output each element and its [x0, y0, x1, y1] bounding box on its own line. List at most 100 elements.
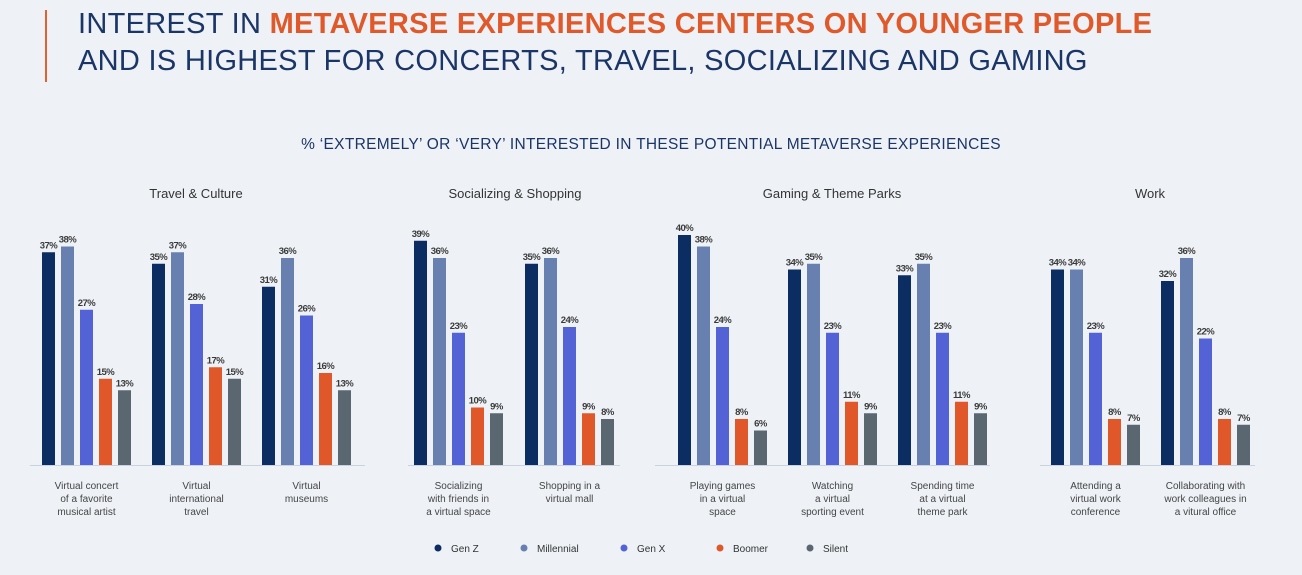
bar-silent — [490, 413, 503, 465]
category-label: at a virtual — [919, 494, 965, 505]
bar-boomer — [99, 378, 112, 465]
category-label: Shopping in a — [539, 481, 601, 492]
data-label: 26% — [298, 304, 317, 315]
data-label: 31% — [260, 275, 279, 286]
category-label: travel — [184, 507, 208, 518]
legend-label: Silent — [823, 544, 848, 555]
category-label: Watching — [812, 481, 853, 492]
bar-boomer — [582, 413, 595, 465]
bar-gen-z — [1051, 269, 1064, 465]
category-label: sporting event — [801, 507, 864, 518]
legend-label: Gen Z — [451, 544, 479, 555]
bar-silent — [228, 378, 241, 465]
section-title: Work — [1135, 186, 1166, 201]
category-label: Virtual — [292, 481, 320, 492]
bar-gen-x — [826, 332, 839, 465]
section-title: Socializing & Shopping — [449, 186, 582, 201]
bar-silent — [864, 413, 877, 465]
data-label: 38% — [695, 235, 714, 246]
category-label: a virtual — [815, 494, 850, 505]
bar-millennial — [433, 258, 446, 465]
bar-gen-x — [936, 332, 949, 465]
category-label: Virtual concert — [55, 481, 119, 492]
data-label: 34% — [786, 258, 805, 269]
data-label: 10% — [469, 396, 488, 407]
data-label: 9% — [582, 401, 596, 412]
data-label: 11% — [843, 390, 861, 401]
bar-gen-x — [716, 327, 729, 465]
data-label: 35% — [523, 252, 542, 263]
bar-gen-z — [898, 275, 911, 465]
data-label: 8% — [1218, 407, 1232, 418]
legend-label: Millennial — [537, 544, 579, 555]
bar-silent — [1237, 424, 1250, 465]
data-label: 35% — [150, 252, 169, 263]
bar-millennial — [1180, 258, 1193, 465]
category-label: Attending a — [1070, 481, 1121, 492]
bar-millennial — [544, 258, 557, 465]
bar-silent — [338, 390, 351, 465]
title-line2: AND IS HIGHEST FOR CONCERTS, TRAVEL, SOC… — [78, 45, 1088, 77]
category-label: musical artist — [57, 507, 116, 518]
category-label: Collaborating with — [1166, 481, 1246, 492]
category-label: space — [709, 507, 736, 518]
bar-gen-z — [525, 263, 538, 465]
data-label: 23% — [450, 321, 469, 332]
bar-silent — [601, 419, 614, 465]
bar-gen-z — [262, 286, 275, 465]
data-label: 28% — [188, 292, 207, 303]
data-label: 16% — [317, 361, 336, 372]
bar-gen-x — [190, 304, 203, 465]
data-label: 37% — [40, 240, 59, 251]
bar-millennial — [1070, 269, 1083, 465]
category-label: Spending time — [911, 481, 975, 492]
data-label: 8% — [601, 407, 615, 418]
data-label: 15% — [226, 367, 245, 378]
bar-millennial — [697, 246, 710, 465]
bar-gen-x — [452, 332, 465, 465]
category-label: work colleagues in — [1163, 494, 1246, 505]
bar-gen-z — [414, 240, 427, 465]
data-label: 34% — [1068, 258, 1087, 269]
page-title: INTEREST IN METAVERSE EXPERIENCES CENTER… — [78, 6, 1152, 80]
category-label: a vitural office — [1175, 507, 1237, 518]
bar-boomer — [319, 373, 332, 465]
bar-millennial — [917, 263, 930, 465]
section-title: Gaming & Theme Parks — [763, 186, 902, 201]
bar-boomer — [735, 419, 748, 465]
data-label: 23% — [934, 321, 953, 332]
category-label: theme park — [917, 507, 968, 518]
accent-line — [45, 10, 47, 82]
data-label: 33% — [896, 263, 915, 274]
data-label: 23% — [824, 321, 843, 332]
bar-gen-z — [42, 252, 55, 465]
bar-silent — [754, 430, 767, 465]
data-label: 34% — [1049, 258, 1068, 269]
bar-boomer — [209, 367, 222, 465]
section-title: Travel & Culture — [149, 186, 242, 201]
title-highlight: METAVERSE EXPERIENCES CENTERS ON YOUNGER… — [269, 8, 1153, 40]
category-label: virtual mall — [546, 494, 594, 505]
bar-silent — [974, 413, 987, 465]
data-label: 8% — [1108, 407, 1122, 418]
data-label: 7% — [1237, 413, 1251, 424]
legend-marker — [620, 544, 628, 552]
bar-gen-x — [1089, 332, 1102, 465]
category-label: Virtual — [182, 481, 210, 492]
data-label: 6% — [754, 419, 768, 430]
data-label: 11% — [953, 390, 971, 401]
category-label: a virtual space — [426, 507, 491, 518]
bar-silent — [1127, 424, 1140, 465]
category-label: with friends in — [427, 494, 489, 505]
data-label: 22% — [1197, 327, 1216, 338]
bar-boomer — [955, 401, 968, 465]
data-label: 7% — [1127, 413, 1141, 424]
data-label: 39% — [412, 229, 431, 240]
bar-gen-x — [300, 315, 313, 465]
bar-gen-z — [678, 235, 691, 465]
data-label: 8% — [735, 407, 749, 418]
legend-marker — [806, 544, 814, 552]
data-label: 9% — [974, 401, 988, 412]
bar-millennial — [171, 252, 184, 465]
data-label: 13% — [336, 378, 355, 389]
